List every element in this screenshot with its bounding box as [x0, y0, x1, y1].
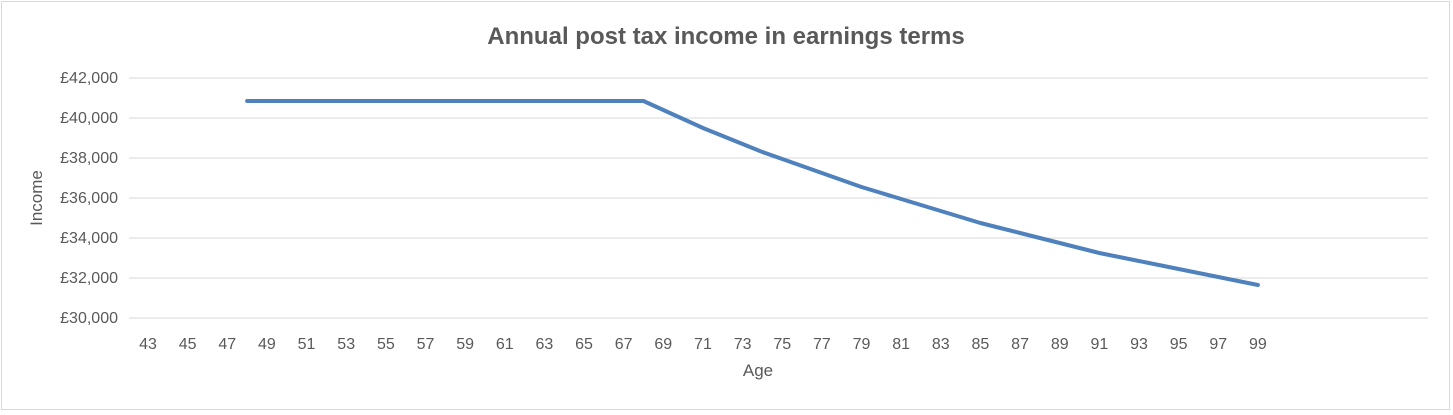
chart-title: Annual post tax income in earnings terms	[487, 23, 964, 50]
x-tick-label-55: 55	[377, 336, 395, 353]
x-axis-ticks: 43 45 47 49 51 53 55 57 59 61 63 65 67 69 71 73 75 77 79 81…	[139, 336, 1267, 353]
y-tick-label-4: £38,000	[60, 150, 118, 167]
x-tick-label-91: 91	[1090, 336, 1108, 353]
y-tick-label-1: £32,000	[60, 270, 118, 287]
x-tick-label-89: 89	[1051, 336, 1069, 353]
x-tick-label-45: 45	[179, 336, 197, 353]
x-tick-label-85: 85	[972, 336, 990, 353]
y-tick-label-6: £42,000	[60, 70, 118, 87]
y-tick-label-3: £36,000	[60, 190, 118, 207]
x-tick-label-95: 95	[1170, 336, 1188, 353]
x-axis-label: Age	[743, 361, 773, 380]
x-tick-label-61: 61	[496, 336, 514, 353]
y-tick-label-0: £30,000	[60, 310, 118, 327]
x-tick-label-79: 79	[853, 336, 871, 353]
x-tick-label-77: 77	[813, 336, 831, 353]
x-tick-label-63: 63	[536, 336, 554, 353]
y-tick-label-5: £40,000	[60, 110, 118, 127]
x-tick-label-67: 67	[615, 336, 633, 353]
x-tick-label-73: 73	[734, 336, 752, 353]
x-tick-label-43: 43	[139, 336, 157, 353]
x-tick-label-81: 81	[892, 336, 910, 353]
x-tick-label-93: 93	[1130, 336, 1148, 353]
x-tick-label-59: 59	[456, 336, 474, 353]
x-tick-label-47: 47	[218, 336, 236, 353]
x-tick-label-53: 53	[337, 336, 355, 353]
x-tick-label-75: 75	[773, 336, 791, 353]
x-tick-label-65: 65	[575, 336, 593, 353]
y-tick-label-2: £34,000	[60, 230, 118, 247]
x-tick-label-83: 83	[932, 336, 950, 353]
y-axis-ticks: £30,000 £32,000 £34,000 £36,000 £38,000 £40,0…	[60, 70, 118, 327]
x-tick-label-97: 97	[1209, 336, 1227, 353]
x-tick-label-57: 57	[417, 336, 435, 353]
x-tick-label-71: 71	[694, 336, 712, 353]
x-tick-label-69: 69	[654, 336, 672, 353]
series-layer	[245, 99, 1260, 287]
x-tick-label-99: 99	[1249, 336, 1267, 353]
x-tick-label-49: 49	[258, 336, 276, 353]
x-tick-label-87: 87	[1011, 336, 1029, 353]
x-tick-label-51: 51	[298, 336, 316, 353]
series-line-0	[245, 99, 1260, 287]
y-axis-label: Income	[27, 170, 46, 226]
